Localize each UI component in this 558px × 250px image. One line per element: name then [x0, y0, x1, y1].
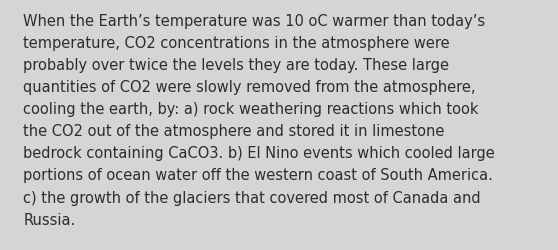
Text: bedrock containing CaCO3. b) El Nino events which cooled large: bedrock containing CaCO3. b) El Nino eve… — [23, 146, 495, 161]
Text: temperature, CO2 concentrations in the atmosphere were: temperature, CO2 concentrations in the a… — [23, 36, 450, 51]
Text: When the Earth’s temperature was 10 oC warmer than today’s: When the Earth’s temperature was 10 oC w… — [23, 14, 485, 29]
Text: the CO2 out of the atmosphere and stored it in limestone: the CO2 out of the atmosphere and stored… — [23, 124, 445, 139]
Text: cooling the earth, by: a) rock weathering reactions which took: cooling the earth, by: a) rock weatherin… — [23, 102, 479, 117]
Text: quantities of CO2 were slowly removed from the atmosphere,: quantities of CO2 were slowly removed fr… — [23, 80, 476, 95]
Text: probably over twice the levels they are today. These large: probably over twice the levels they are … — [23, 58, 449, 73]
Text: portions of ocean water off the western coast of South America.: portions of ocean water off the western … — [23, 168, 493, 183]
Text: c) the growth of the glaciers that covered most of Canada and: c) the growth of the glaciers that cover… — [23, 190, 481, 205]
Text: Russia.: Russia. — [23, 212, 76, 227]
